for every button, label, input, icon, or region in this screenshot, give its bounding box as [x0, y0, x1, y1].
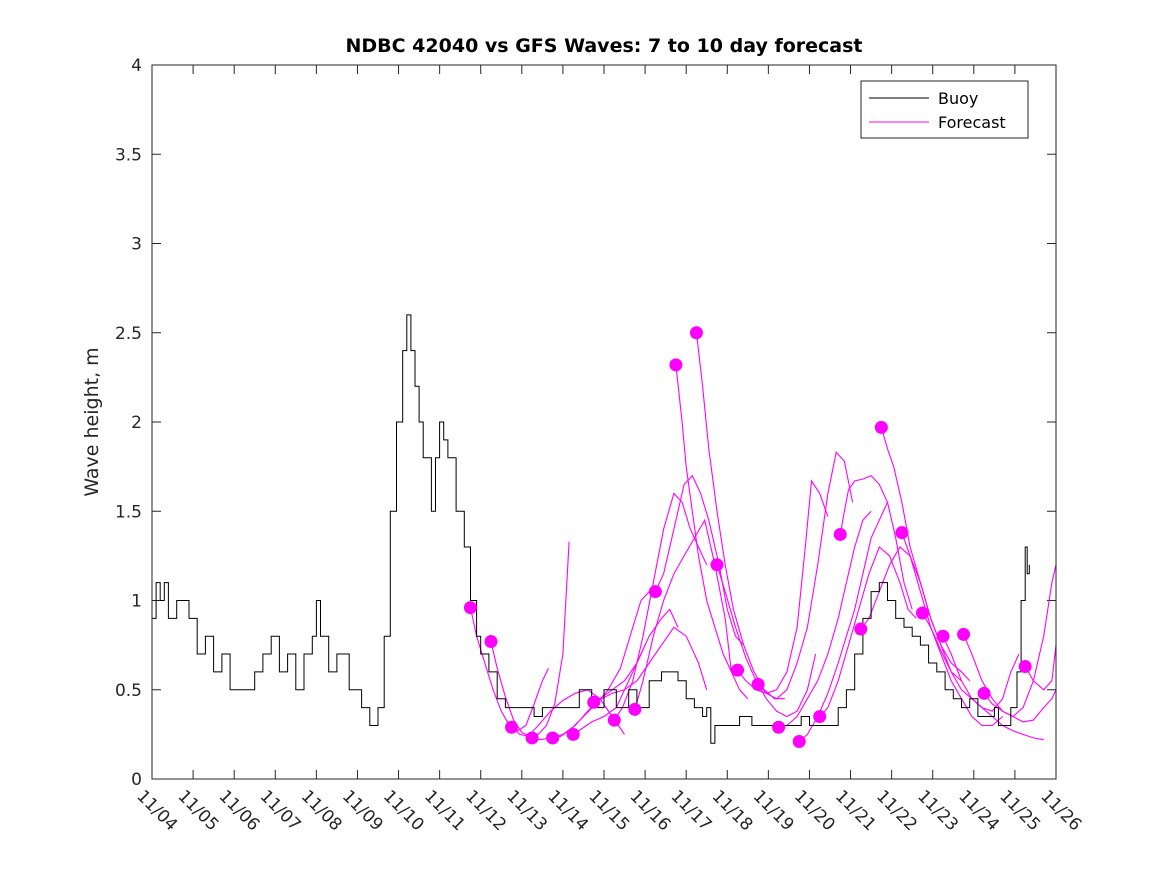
- forecast-start-marker: [731, 663, 745, 677]
- forecast-line: [880, 427, 971, 682]
- legend-buoy-label: Buoy: [938, 89, 978, 108]
- forecast-start-marker: [977, 686, 991, 700]
- forecast-line: [1024, 645, 1056, 691]
- forecast-line: [819, 546, 917, 717]
- forecast-start-marker: [792, 735, 806, 749]
- forecast-line: [593, 626, 708, 703]
- forecast-line: [654, 474, 745, 646]
- forecast-line: [716, 564, 817, 718]
- forecast-line: [572, 608, 679, 735]
- forecast-line: [634, 518, 732, 710]
- forecast-start-marker: [874, 420, 888, 434]
- y-tick-label: 1.5: [115, 502, 142, 522]
- forecast-start-marker: [833, 527, 847, 541]
- forecast-start-marker: [689, 326, 703, 340]
- forecast-start-marker: [669, 358, 683, 372]
- forecast-line: [901, 532, 1003, 727]
- forecast-start-marker: [895, 526, 909, 540]
- plot-frame: [151, 64, 1057, 780]
- y-axis-label: Wave height, m: [81, 347, 103, 496]
- forecast-start-marker: [607, 713, 621, 727]
- forecast-start-marker: [484, 635, 498, 649]
- forecast-line: [552, 591, 650, 739]
- forecast-start-marker: [587, 695, 601, 709]
- forecast-start-marker: [915, 606, 929, 620]
- forecast-start-marker: [813, 710, 827, 724]
- forecast-start-marker: [525, 731, 539, 745]
- y-tick-label: 3.5: [115, 145, 142, 165]
- forecast-line: [675, 364, 749, 700]
- forecast-line: [983, 689, 1056, 723]
- forecast-start-marker: [710, 558, 724, 572]
- buoy-line: [152, 314, 1030, 744]
- forecast-start-marker: [772, 720, 786, 734]
- forecast-start-marker: [505, 720, 519, 734]
- y-tick-label: 3: [131, 235, 142, 255]
- forecast-start-marker: [463, 601, 477, 615]
- forecast-start-marker: [648, 585, 662, 599]
- forecast-line: [778, 510, 872, 728]
- forecast-line: [757, 451, 854, 700]
- forecast-start-marker: [628, 702, 642, 716]
- forecast-start-marker: [1018, 660, 1032, 674]
- forecast-start-marker: [854, 622, 868, 636]
- y-tick-label: 2.5: [115, 324, 142, 344]
- forecast-markers: [463, 326, 1032, 749]
- forecast-start-marker: [546, 731, 560, 745]
- legend-forecast-label: Forecast: [938, 113, 1006, 132]
- y-tick-label: 1: [131, 592, 142, 612]
- legend: Buoy Forecast: [860, 80, 1029, 139]
- forecast-start-marker: [751, 677, 765, 691]
- y-tick-label: 0.5: [115, 681, 142, 701]
- plot-area: [152, 65, 1056, 779]
- chart-title: NDBC 42040 vs GFS Waves: 7 to 10 day for…: [345, 35, 862, 57]
- legend-box: [860, 80, 1029, 139]
- forecast-start-marker: [566, 727, 580, 741]
- forecast-start-marker: [957, 627, 971, 641]
- y-tick-label: 4: [131, 56, 142, 76]
- forecast-line: [798, 502, 889, 742]
- y-tick-label: 2: [131, 413, 142, 433]
- forecast-line: [839, 474, 913, 610]
- forecast-start-marker: [936, 629, 950, 643]
- y-tick-label: 0: [131, 770, 142, 790]
